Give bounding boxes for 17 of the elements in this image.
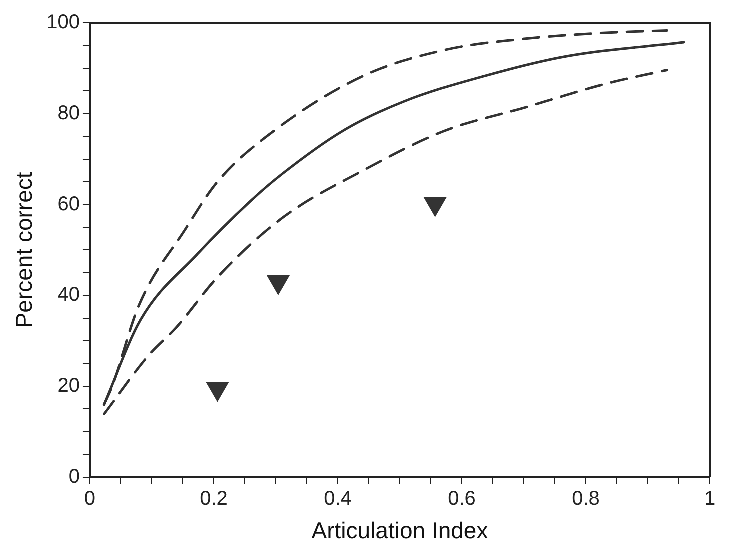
point <box>206 382 228 402</box>
y-tick-label: 40 <box>58 284 80 306</box>
y-tick-label: 60 <box>58 193 80 216</box>
x-tick-label: 0.4 <box>324 488 352 510</box>
y-tick-label: 20 <box>58 375 80 398</box>
y-tick-label: 80 <box>58 102 80 124</box>
y-axis-title: Percent correct <box>11 172 38 328</box>
point <box>268 275 290 294</box>
x-axis-title: Articulation Index <box>312 518 489 544</box>
y-tick-label: 100 <box>46 12 80 34</box>
x-tick-label: 0.6 <box>448 488 476 510</box>
x-tick-label: 0 <box>84 488 96 510</box>
x-tick-label: 0.2 <box>200 488 228 510</box>
x-tick-label: 1 <box>704 488 716 510</box>
point <box>424 197 446 216</box>
x-tick-label: 0.8 <box>572 488 600 510</box>
y-tick-label: 0 <box>68 466 80 488</box>
